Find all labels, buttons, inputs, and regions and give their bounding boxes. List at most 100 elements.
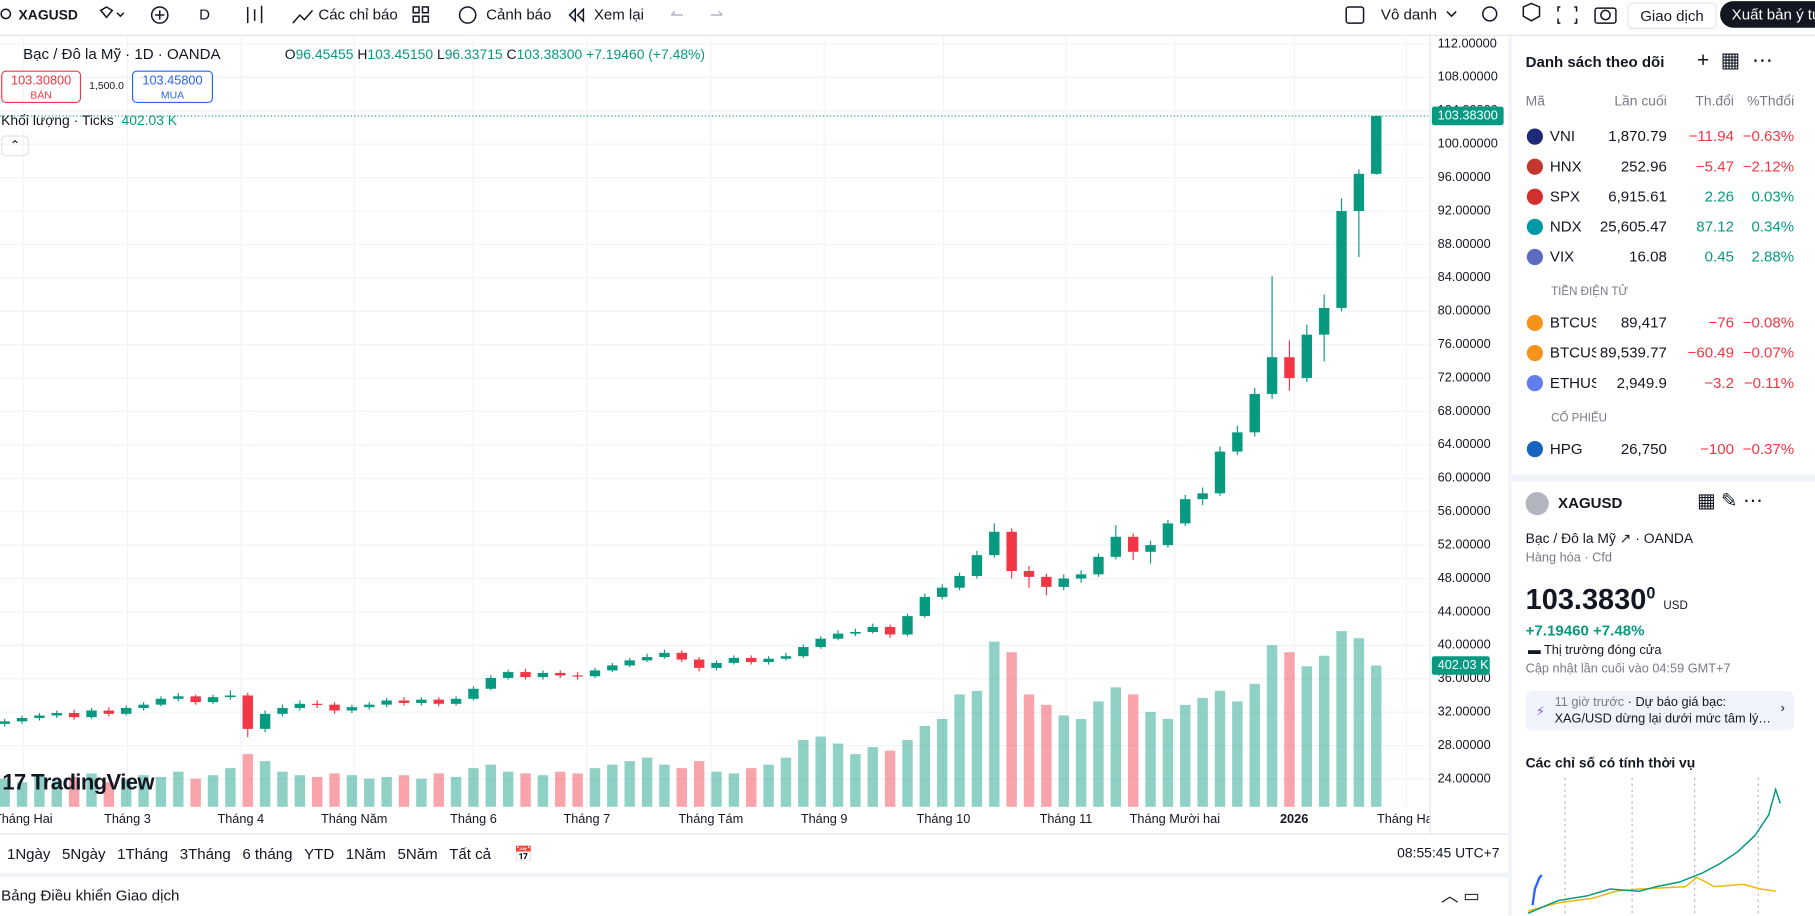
x-tick-label: Tháng Hai bbox=[1377, 811, 1436, 826]
range-button[interactable]: 6 tháng bbox=[242, 844, 293, 863]
status: Thị trường đóng cửa bbox=[1543, 643, 1662, 658]
range-button[interactable]: 1Ngày bbox=[6, 844, 51, 863]
range-button[interactable]: 3Tháng bbox=[179, 844, 231, 863]
alerts-button[interactable]: Cảnh báo bbox=[486, 5, 552, 24]
change: 87.12 bbox=[1696, 217, 1734, 235]
range-button[interactable]: 5Ngày bbox=[62, 844, 106, 863]
range-button[interactable]: 1Tháng bbox=[117, 844, 169, 863]
symbol-search[interactable]: XAGUSD bbox=[18, 6, 78, 24]
buy-button[interactable]: 103.45800 MUA bbox=[131, 70, 213, 104]
trading-panel[interactable]: Bảng Điều khiển Giao dịch bbox=[1, 886, 180, 905]
percent: −0.08% bbox=[1742, 313, 1795, 332]
column-header[interactable]: Th.đổi bbox=[1695, 92, 1734, 109]
volume-bar bbox=[832, 743, 844, 807]
candle-body bbox=[1093, 556, 1104, 575]
section-header[interactable]: CỔ PHIẾU bbox=[1551, 412, 1608, 425]
updated: Cập nhật lần cuối vào 04:59 GMT+7 bbox=[1525, 662, 1731, 676]
collapse-button[interactable]: ⌃ bbox=[1, 135, 29, 157]
news-text: Dự báo giá bạc: XAG/USD dừng lại dưới mứ… bbox=[1554, 695, 1772, 726]
volume-bar bbox=[485, 764, 497, 807]
details-actions[interactable]: ▦ ✎ ⋯ bbox=[1696, 489, 1763, 512]
x-tick-label: Tháng 3 bbox=[104, 811, 151, 826]
calendar-icon[interactable]: 📅 bbox=[514, 844, 533, 863]
symbol[interactable]: VIX bbox=[1549, 247, 1575, 266]
candle-body bbox=[1301, 334, 1313, 379]
news-card[interactable]: ⚡ 11 giờ trước · Dự báo giá bạc: XAG/USD… bbox=[1525, 691, 1795, 731]
news-arrow: › bbox=[1780, 701, 1785, 716]
replay-button[interactable]: Xem lại bbox=[593, 5, 645, 24]
symbol[interactable]: BTCUSD bbox=[1549, 313, 1596, 332]
percent: 0.34% bbox=[1751, 217, 1795, 235]
column-header[interactable]: Mã bbox=[1525, 92, 1545, 109]
c-label: C bbox=[506, 46, 517, 63]
symbol[interactable]: VNI bbox=[1549, 127, 1576, 145]
volume-bar bbox=[746, 768, 757, 807]
sell-price: 103.30800 bbox=[10, 74, 72, 88]
volume-bar bbox=[121, 778, 132, 807]
last: 89,539.77 bbox=[1599, 343, 1667, 362]
symbol[interactable]: ETHUSD bbox=[1549, 373, 1596, 392]
range-bar: 1Ngày 5Ngày 1Tháng 3Tháng 6 tháng YTD 1Năm 5Năm… bbox=[7, 845, 533, 864]
sell-button[interactable]: 103.30800 BÁN bbox=[1, 70, 82, 104]
candle-body bbox=[989, 531, 1000, 556]
symbol[interactable]: SPX bbox=[1549, 187, 1581, 205]
details-change: +7.19460 +7.48% bbox=[1526, 622, 1645, 639]
candle-body bbox=[1075, 574, 1087, 579]
y-tick-label: 108.00000 bbox=[1438, 69, 1498, 84]
range-button[interactable]: 1Năm bbox=[345, 844, 386, 863]
y-tick-label: 52.00000 bbox=[1438, 536, 1491, 551]
watchlist-actions[interactable]: + ▦ ⋯ bbox=[1696, 48, 1773, 72]
column-header[interactable]: Lần cuối bbox=[1614, 92, 1667, 109]
symbol[interactable]: NDX bbox=[1549, 217, 1582, 235]
news-icon: ⚡ bbox=[1536, 704, 1545, 719]
candle-body bbox=[1145, 545, 1156, 552]
candle-body bbox=[971, 555, 983, 577]
range-button[interactable]: YTD bbox=[304, 844, 335, 863]
last: 252.96 bbox=[1620, 157, 1667, 175]
exchange: OANDA bbox=[1643, 530, 1694, 547]
volume-bar bbox=[1023, 694, 1035, 807]
volume-bar bbox=[259, 761, 271, 807]
column-header[interactable]: %Thđổi bbox=[1747, 92, 1795, 109]
trade-button[interactable]: Giao dịch bbox=[1627, 2, 1717, 29]
y-tick-label: 40.00000 bbox=[1438, 637, 1491, 652]
symbol[interactable]: HNX bbox=[1549, 157, 1582, 175]
o-label: O bbox=[284, 46, 296, 63]
legend-title: Bạc / Đô la Mỹ · 1D · OANDA bbox=[23, 45, 221, 63]
layout-name[interactable]: Vô danh bbox=[1380, 5, 1438, 24]
candle-body bbox=[780, 656, 792, 659]
change: −60.49 bbox=[1687, 343, 1734, 362]
candle-body bbox=[1006, 531, 1017, 572]
range-button[interactable]: Tất cả bbox=[449, 844, 492, 863]
percent: 2.88% bbox=[1751, 247, 1795, 266]
candle-body bbox=[121, 707, 132, 714]
indicators-button[interactable]: Các chỉ báo bbox=[318, 5, 398, 24]
details-name[interactable]: Bạc / Đô la Mỹ ↗ · OANDA bbox=[1525, 530, 1694, 547]
candle-body bbox=[190, 696, 201, 703]
seasonal-title: Các chỉ số có tính thời vụ bbox=[1525, 754, 1696, 771]
candle-body bbox=[1023, 571, 1035, 577]
range-button[interactable]: 5Năm bbox=[397, 844, 438, 863]
symbol[interactable]: BTCUSD bbox=[1549, 343, 1596, 362]
candle-body bbox=[1284, 357, 1295, 379]
candle-body bbox=[1058, 578, 1069, 587]
y-tick-label: 32.00000 bbox=[1438, 704, 1491, 719]
panel-controls[interactable]: ︿ ▭ bbox=[1441, 886, 1480, 907]
watchlist-title[interactable]: Danh sách theo dõi bbox=[1525, 53, 1665, 71]
logo-text: TradingView bbox=[31, 770, 154, 796]
y-tick-label: 24.00000 bbox=[1438, 770, 1491, 785]
symbol[interactable]: HPG bbox=[1549, 439, 1583, 458]
interval-button[interactable]: D bbox=[199, 5, 210, 24]
percent: −2.12% bbox=[1742, 157, 1795, 175]
volume-bar bbox=[763, 764, 774, 807]
y-tick-label: 48.00000 bbox=[1438, 570, 1491, 585]
bottom-border bbox=[0, 833, 1509, 835]
section-header[interactable]: TIỀN ĐIỆN TỬ bbox=[1551, 285, 1629, 299]
change: −100 bbox=[1700, 439, 1734, 458]
candle-body bbox=[884, 626, 896, 635]
volume-bar bbox=[1353, 638, 1365, 807]
volume-bar bbox=[433, 773, 444, 807]
volume-bar bbox=[311, 776, 323, 807]
publish-button[interactable]: Xuất bản ý tư bbox=[1720, 1, 1815, 28]
